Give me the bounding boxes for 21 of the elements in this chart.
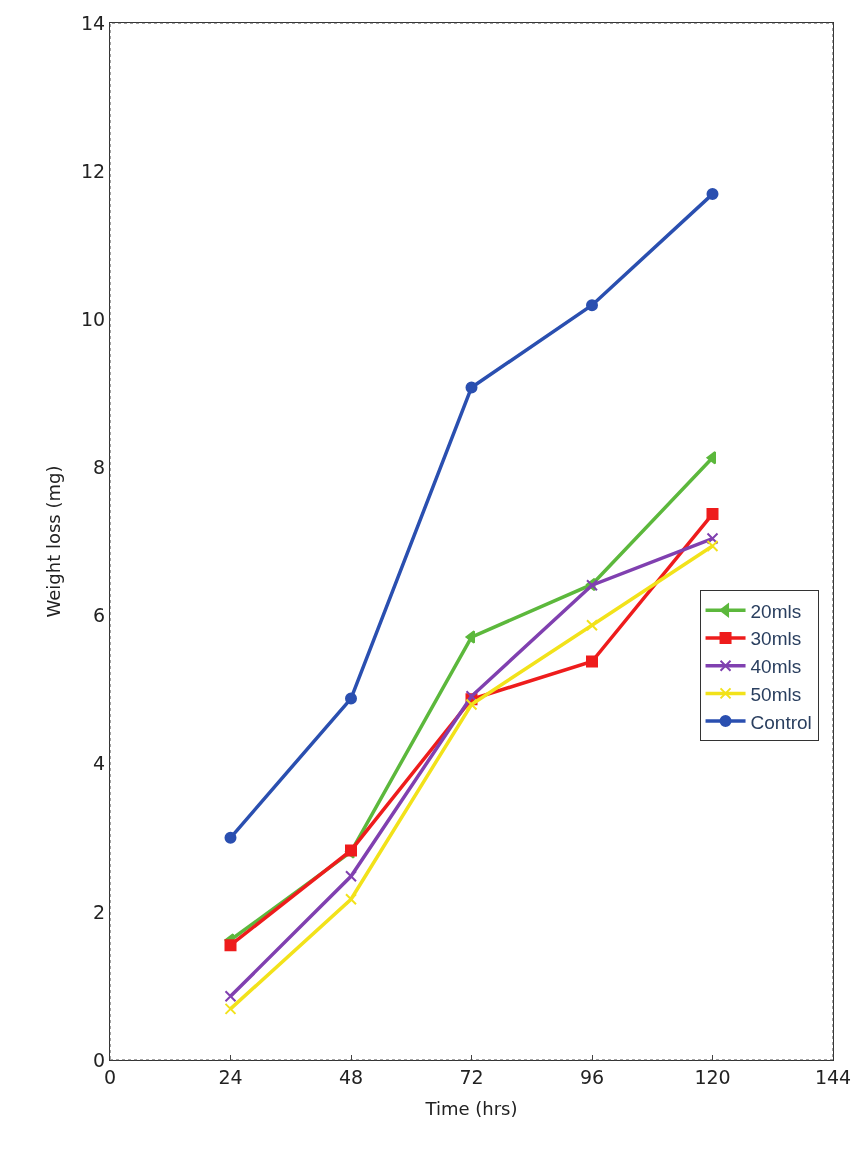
y-tick-label: 6 [93, 604, 106, 627]
y-tick-label: 8 [93, 456, 106, 479]
y-tick-label: 2 [93, 900, 106, 923]
legend-label: 30mls [750, 628, 802, 650]
legend-label: 40mls [750, 656, 802, 678]
x-tick-label: 144 [814, 1065, 852, 1088]
y-tick-label: 0 [93, 1048, 106, 1071]
x-tick-label: 48 [338, 1065, 364, 1088]
x-tick-label: 96 [579, 1065, 605, 1088]
y-tick-label: 4 [93, 752, 106, 775]
y-tick-label: 10 [81, 307, 106, 330]
x-tick-label: 120 [694, 1065, 731, 1088]
x-tick-label: 24 [218, 1065, 243, 1088]
y-tick-label: 12 [81, 159, 106, 182]
legend-label: 20mls [750, 600, 802, 622]
x-tick-label: 72 [459, 1065, 484, 1088]
x-axis-title: Time (hrs) [424, 1097, 518, 1119]
y-tick-label: 14 [81, 11, 106, 34]
legend-label: 50mls [750, 683, 802, 705]
legend-label: Control [750, 711, 812, 733]
y-axis-title: Weight loss (mg) [43, 465, 65, 618]
